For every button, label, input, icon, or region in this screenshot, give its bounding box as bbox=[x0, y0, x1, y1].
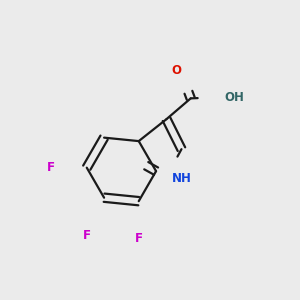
Text: OH: OH bbox=[224, 91, 244, 104]
Text: NH: NH bbox=[172, 172, 192, 184]
Text: F: F bbox=[46, 161, 54, 174]
Text: O: O bbox=[172, 64, 182, 77]
Text: F: F bbox=[135, 232, 143, 245]
Text: F: F bbox=[83, 229, 91, 242]
